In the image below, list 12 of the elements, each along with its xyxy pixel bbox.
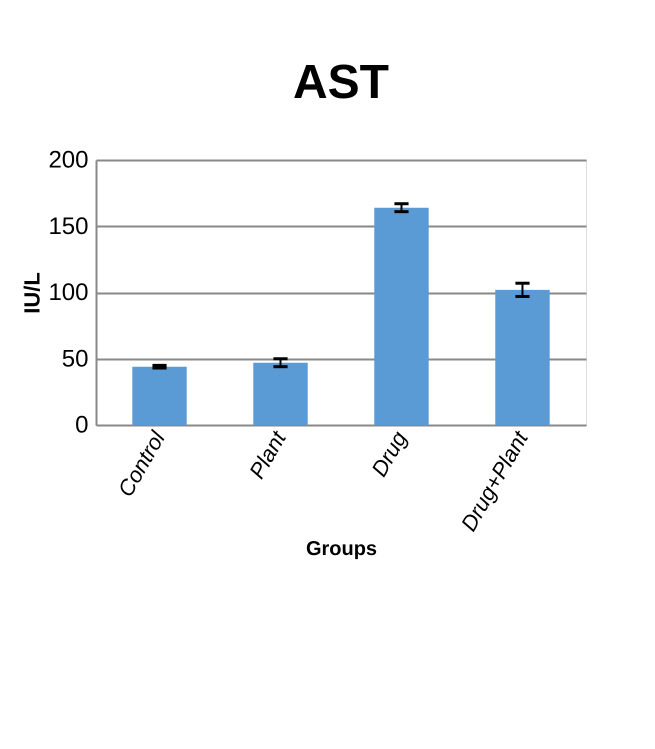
y-tick-label: 150 — [48, 212, 88, 240]
y-tick-label: 50 — [62, 345, 88, 372]
x-axis-title: Groups — [306, 538, 378, 560]
bar — [132, 366, 187, 425]
y-tick-label: 100 — [48, 279, 88, 306]
chart-title: AST — [293, 56, 389, 109]
bar — [495, 290, 550, 425]
y-axis-title: IU/L — [19, 272, 44, 314]
bar — [253, 362, 308, 425]
y-tick-label: 0 — [75, 412, 88, 438]
bar — [374, 208, 429, 425]
y-tick-label: 200 — [48, 146, 88, 174]
